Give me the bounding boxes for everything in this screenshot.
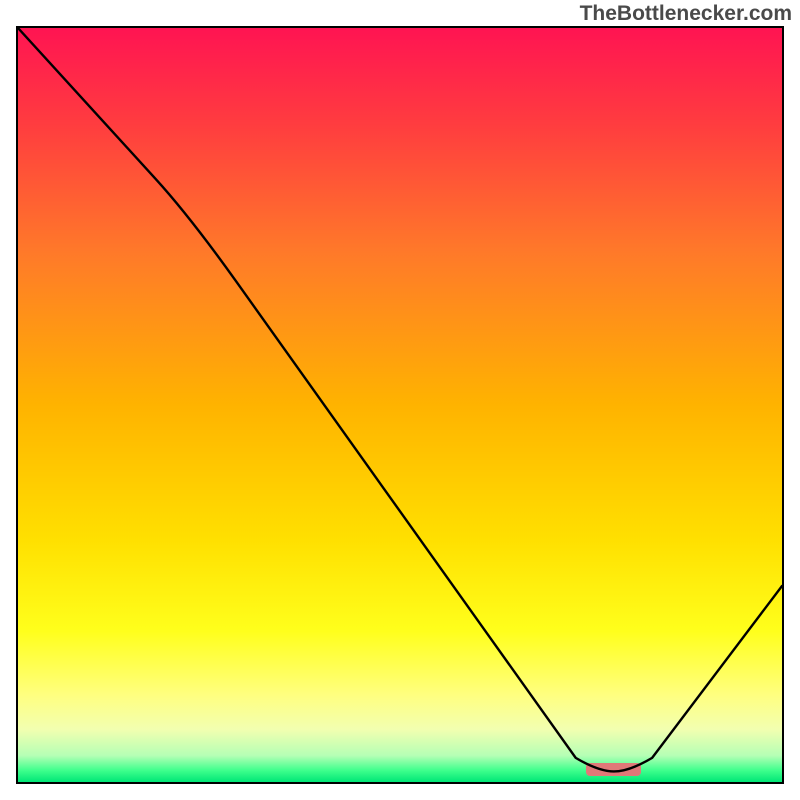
- chart-root: { "canvas": { "width": 800, "height": 80…: [0, 0, 800, 800]
- watermark-text: TheBottlenecker.com: [580, 2, 792, 26]
- plot-frame: [16, 26, 784, 784]
- bottleneck-curve: [18, 28, 782, 782]
- plot-area: [18, 28, 782, 782]
